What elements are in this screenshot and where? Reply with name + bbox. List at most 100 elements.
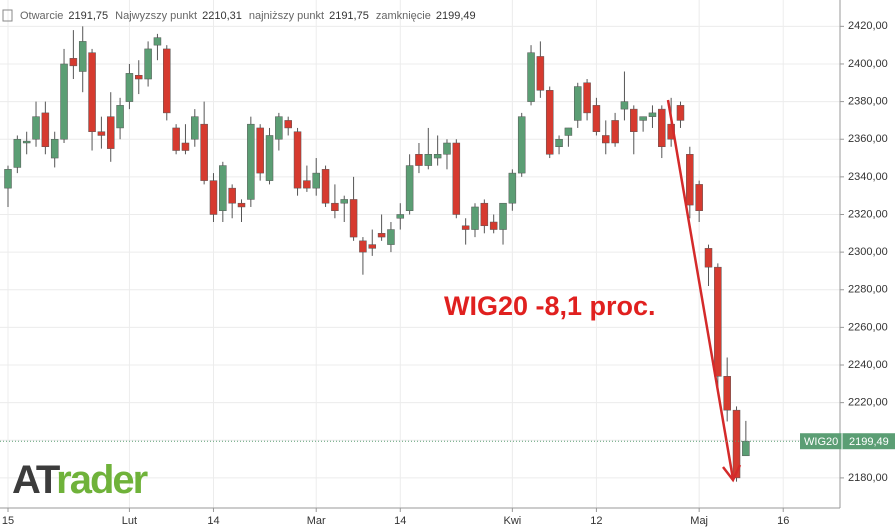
candle-body [471, 206, 479, 230]
candle-body [125, 73, 134, 102]
candle-body [275, 116, 283, 140]
candle-body [387, 229, 395, 245]
candle-body [41, 112, 50, 148]
candle-body [424, 154, 433, 166]
candle-body [489, 221, 498, 230]
header-label: Najwyzszy punkt [115, 10, 197, 22]
candle-body [686, 154, 694, 206]
candle-body [583, 82, 591, 114]
header-value: 2191,75 [329, 10, 369, 22]
candles [4, 26, 750, 482]
y-tick-label: 2380,00 [848, 96, 888, 108]
candle-body [219, 165, 227, 211]
candle-body [172, 127, 180, 151]
candle-body [284, 120, 292, 129]
candle-body [676, 105, 685, 121]
x-tick-label: 15 [2, 515, 14, 527]
candle-body [443, 142, 451, 155]
candle-body [97, 131, 106, 136]
candle-body [331, 202, 339, 211]
annotation: WIG20 -8,1 proc. [444, 291, 656, 321]
x-tick-label: 14 [394, 515, 406, 527]
candle-body [153, 37, 162, 46]
candle-body [237, 202, 246, 208]
candle-body [200, 123, 208, 181]
x-tick-label: Mar [307, 515, 326, 527]
x-tick-label: Kwi [503, 515, 521, 527]
candle-body [144, 48, 152, 80]
candle-body [620, 101, 629, 110]
candle-body [714, 266, 722, 377]
candle-body [695, 184, 703, 211]
candle-body [78, 41, 87, 72]
last-price-label: 2199,49 [849, 436, 889, 448]
candle-body [116, 105, 124, 129]
candle-body [191, 116, 199, 140]
candle-body [723, 376, 731, 411]
candle-body [573, 86, 582, 121]
candle-body [611, 120, 619, 144]
candle-body [368, 244, 377, 249]
header-value: 2210,31 [202, 10, 242, 22]
header-value: 2191,75 [68, 10, 108, 22]
candle-body [13, 138, 22, 168]
last-price-tag [800, 433, 895, 450]
candle-body [349, 199, 358, 238]
candle-body [508, 172, 517, 204]
candle-body [60, 63, 68, 140]
arrow [666, 99, 735, 480]
header-value: 2199,49 [436, 10, 476, 22]
candle-body [88, 52, 96, 132]
x-tick-label: 16 [777, 515, 789, 527]
header-icon [2, 9, 13, 22]
y-tick-label: 2360,00 [848, 133, 888, 145]
candle-body [452, 142, 461, 215]
y-tick-label: 2180,00 [848, 472, 888, 484]
candle-body [228, 187, 236, 204]
header-label: najniższy punkt [249, 10, 324, 22]
candle-body [555, 138, 563, 148]
candle-body [396, 214, 405, 219]
candle-body [704, 248, 713, 268]
logo: ATrader [12, 458, 148, 502]
candle-body [340, 199, 348, 204]
logo-prefix: AT [12, 458, 60, 502]
candle-body [480, 202, 489, 227]
y-tick-label: 2320,00 [848, 208, 888, 220]
candle-body [256, 127, 264, 174]
candle-body [517, 116, 526, 174]
x-tick-label: Lut [122, 515, 137, 527]
candle-body [648, 112, 657, 117]
candle-body [22, 140, 31, 144]
candle-body [135, 75, 143, 80]
candle-body [106, 116, 115, 149]
arrow-head [722, 464, 742, 483]
y-tick-label: 2300,00 [848, 246, 888, 258]
candle-body [658, 108, 666, 148]
x-tick-label: 12 [590, 515, 602, 527]
candle-body [209, 180, 218, 215]
y-tick-label: 2260,00 [848, 321, 888, 333]
candle-body [461, 225, 470, 230]
y-tick-label: 2220,00 [848, 397, 888, 409]
candle-body [303, 180, 311, 189]
logo-suffix: rader [56, 458, 147, 502]
candle-body [527, 52, 535, 102]
candle-body [359, 240, 367, 253]
x-tick-label: Maj [690, 515, 708, 527]
y-tick-label: 2280,00 [848, 284, 888, 296]
candle-body [163, 48, 171, 114]
candle-body [377, 233, 386, 238]
candle-body [405, 165, 414, 211]
candle-body [630, 108, 638, 132]
y-tick-label: 2340,00 [848, 171, 888, 183]
candle-body [50, 138, 59, 159]
candle-body [732, 409, 741, 479]
candle-body [592, 105, 601, 132]
candle-body [32, 116, 40, 140]
candle-body [536, 56, 545, 91]
header-label: zamknięcie [376, 10, 431, 22]
y-tick-label: 2420,00 [848, 20, 888, 32]
